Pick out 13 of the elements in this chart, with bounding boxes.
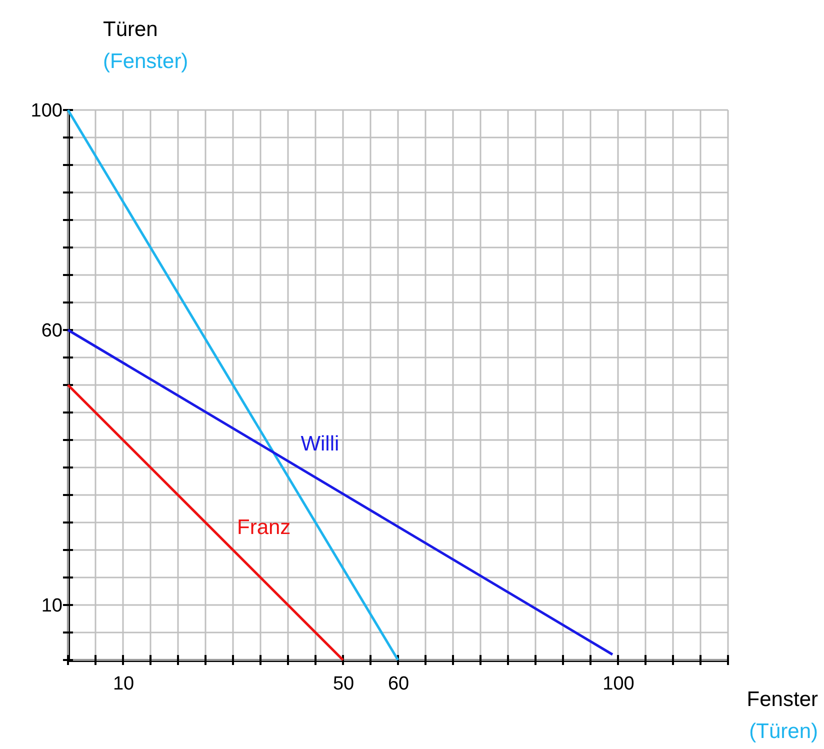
series-label: Willi (300, 432, 340, 456)
y-axis-title: Türen (103, 18, 158, 41)
y-tick-label: 10 (41, 596, 62, 616)
text: (Fenster) (103, 50, 188, 73)
x-axis-title: Fenster (746, 688, 818, 711)
text: (Türen) (749, 720, 818, 743)
x-tick-label: 50 (332, 674, 354, 694)
y-tick-label: 60 (41, 320, 62, 342)
x-tick-label: 10 (112, 674, 134, 694)
y-tick-label: 100 (30, 100, 62, 122)
series-label: Franz (237, 516, 291, 539)
x-tick-label: 100 (602, 674, 634, 694)
x-tick-label: 60 (388, 674, 410, 694)
